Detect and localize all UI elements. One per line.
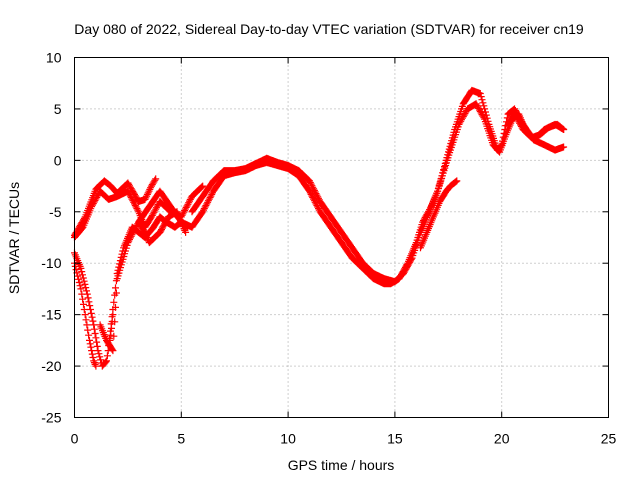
x-tick-label: 25 xyxy=(601,431,617,447)
y-tick-label: -25 xyxy=(41,410,61,426)
series-markers xyxy=(417,177,461,252)
x-tick-label: 5 xyxy=(177,431,185,447)
x-axis-label: GPS time / hours xyxy=(288,457,395,473)
y-tick-label: -10 xyxy=(41,255,61,271)
x-tick-label: 15 xyxy=(387,431,403,447)
series-arc-i xyxy=(417,177,461,252)
y-tick-label: 5 xyxy=(54,101,62,117)
plot-frame xyxy=(74,57,609,418)
data-series xyxy=(71,86,568,370)
y-tick-label: -5 xyxy=(49,204,62,220)
y-axis-label: SDTVAR / TECUs xyxy=(6,182,22,294)
x-tick-label: 10 xyxy=(280,431,296,447)
series-arc-g xyxy=(135,100,568,288)
series-arc-f xyxy=(105,213,192,349)
y-tick-label: -20 xyxy=(41,358,61,374)
y-tick-label: 10 xyxy=(46,50,62,66)
series-markers xyxy=(504,110,568,142)
y-tick-label: -15 xyxy=(41,307,61,323)
series-markers xyxy=(135,100,568,288)
axis-ticks: 0 5 10 15 20 25 -25 -20 -15 -10 -5 0 5 10 xyxy=(41,50,616,447)
x-tick-label: 0 xyxy=(71,431,79,447)
chart-title: Day 080 of 2022, Sidereal Day-to-day VTE… xyxy=(74,21,584,37)
series-markers xyxy=(105,213,192,349)
grid-lines xyxy=(74,57,609,418)
y-tick-label: 0 xyxy=(54,152,62,168)
series-arc-j xyxy=(504,110,568,142)
x-tick-label: 20 xyxy=(494,431,510,447)
